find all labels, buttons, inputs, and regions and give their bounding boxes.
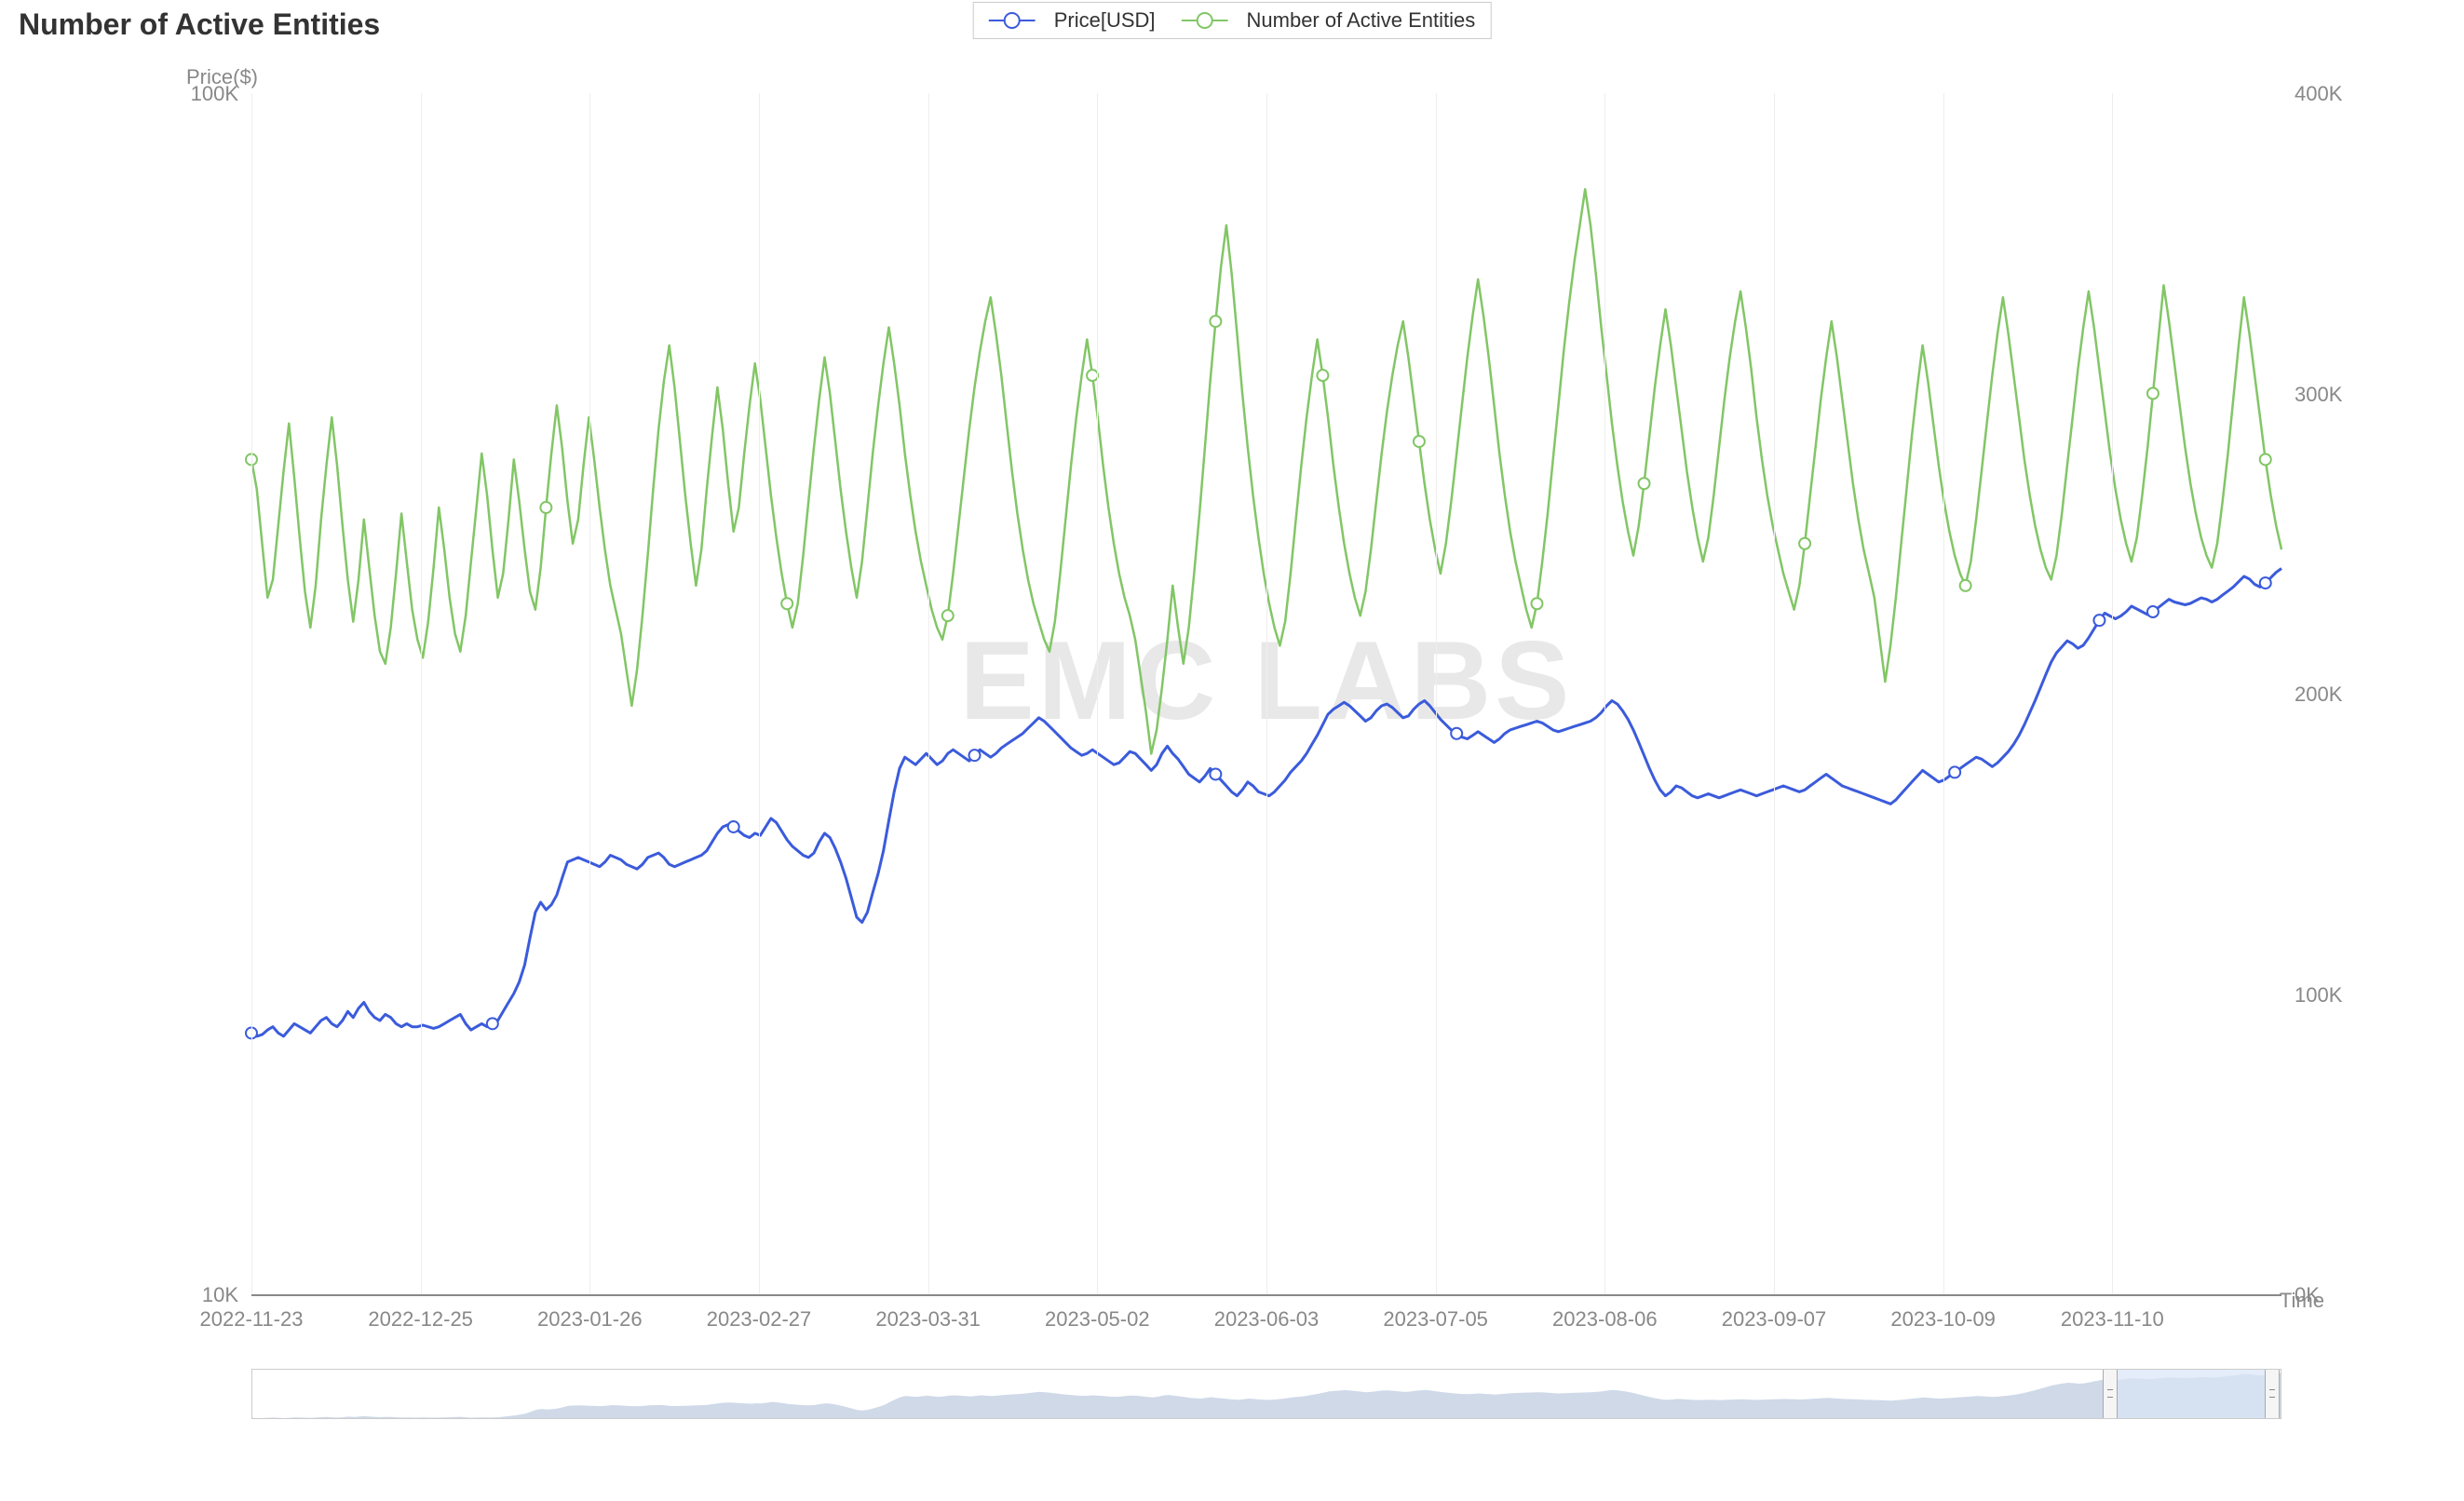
zoom-handle[interactable] <box>2103 1369 2118 1419</box>
grid-vertical <box>928 93 929 1294</box>
y-right-tick-label: 200K <box>2295 683 2342 707</box>
x-tick-label: 2023-01-26 <box>537 1307 643 1332</box>
y-right-tick-label: 0K <box>2295 1283 2320 1307</box>
x-tick-label: 2023-11-10 <box>2061 1307 2164 1332</box>
x-tick-label: 2023-05-02 <box>1045 1307 1150 1332</box>
series-marker <box>1531 598 1542 609</box>
y-left-tick-label: 100K <box>191 82 238 106</box>
legend: Price[USD] Number of Active Entities <box>973 2 1492 39</box>
x-tick-label: 2023-08-06 <box>1552 1307 1658 1332</box>
x-tick-label: 2023-10-09 <box>1890 1307 1996 1332</box>
x-tick-label: 2022-12-25 <box>368 1307 473 1332</box>
y-left-tick-label: 10K <box>202 1283 238 1307</box>
series-marker <box>1949 766 1960 778</box>
series-marker <box>487 1018 498 1029</box>
legend-swatch-icon <box>1182 20 1228 21</box>
grid-vertical <box>1266 93 1267 1294</box>
series-marker <box>2260 453 2271 465</box>
x-tick-label: 2023-07-05 <box>1383 1307 1488 1332</box>
grid-vertical <box>1774 93 1775 1294</box>
chart-title: Number of Active Entities <box>19 7 380 42</box>
series-marker <box>781 598 792 609</box>
series-marker <box>2147 606 2159 617</box>
legend-label: Price[USD] <box>1054 8 1156 33</box>
series-marker <box>2093 615 2105 626</box>
series-marker <box>1639 478 1650 489</box>
grid-vertical <box>1943 93 1944 1294</box>
grid-vertical <box>421 93 422 1294</box>
y-right-tick-label: 400K <box>2295 82 2342 106</box>
series-marker <box>1799 538 1810 549</box>
series-marker <box>969 750 981 761</box>
grid-vertical <box>1097 93 1098 1294</box>
legend-label: Number of Active Entities <box>1247 8 1476 33</box>
series-marker <box>2147 388 2159 399</box>
series-marker <box>2260 577 2271 588</box>
series-marker <box>1414 436 1425 447</box>
zoom-window[interactable] <box>2110 1370 2272 1418</box>
x-axis-line <box>251 1294 2281 1296</box>
x-tick-label: 2023-02-27 <box>707 1307 812 1332</box>
legend-swatch-icon <box>989 20 1036 21</box>
zoom-silhouette <box>252 1370 2281 1419</box>
series-marker <box>1087 370 1098 381</box>
chart-root: Number of Active Entities Price[USD] Numb… <box>0 0 2464 1501</box>
x-tick-label: 2023-03-31 <box>875 1307 981 1332</box>
x-tick-label: 2022-11-23 <box>200 1307 304 1332</box>
grid-vertical <box>251 93 252 1294</box>
series-marker <box>1960 580 1971 591</box>
legend-item[interactable]: Number of Active Entities <box>1182 8 1476 33</box>
series-marker <box>942 610 954 621</box>
grid-vertical <box>589 93 590 1294</box>
series-marker <box>1317 370 1328 381</box>
y-right-tick-label: 300K <box>2295 383 2342 407</box>
x-tick-label: 2023-09-07 <box>1722 1307 1827 1332</box>
series-marker <box>540 502 551 513</box>
series-marker <box>1451 728 1462 739</box>
series-marker <box>1210 316 1221 327</box>
zoom-handle[interactable] <box>2265 1369 2280 1419</box>
series-marker <box>1210 768 1221 779</box>
grid-vertical <box>1604 93 1605 1294</box>
x-tick-label: 2023-06-03 <box>1214 1307 1320 1332</box>
grid-vertical <box>759 93 760 1294</box>
grid-vertical <box>2112 93 2113 1294</box>
grid-vertical <box>1436 93 1437 1294</box>
y-right-tick-label: 100K <box>2295 983 2342 1007</box>
zoom-slider[interactable] <box>251 1369 2281 1419</box>
series-marker <box>728 821 739 832</box>
legend-item[interactable]: Price[USD] <box>989 8 1156 33</box>
